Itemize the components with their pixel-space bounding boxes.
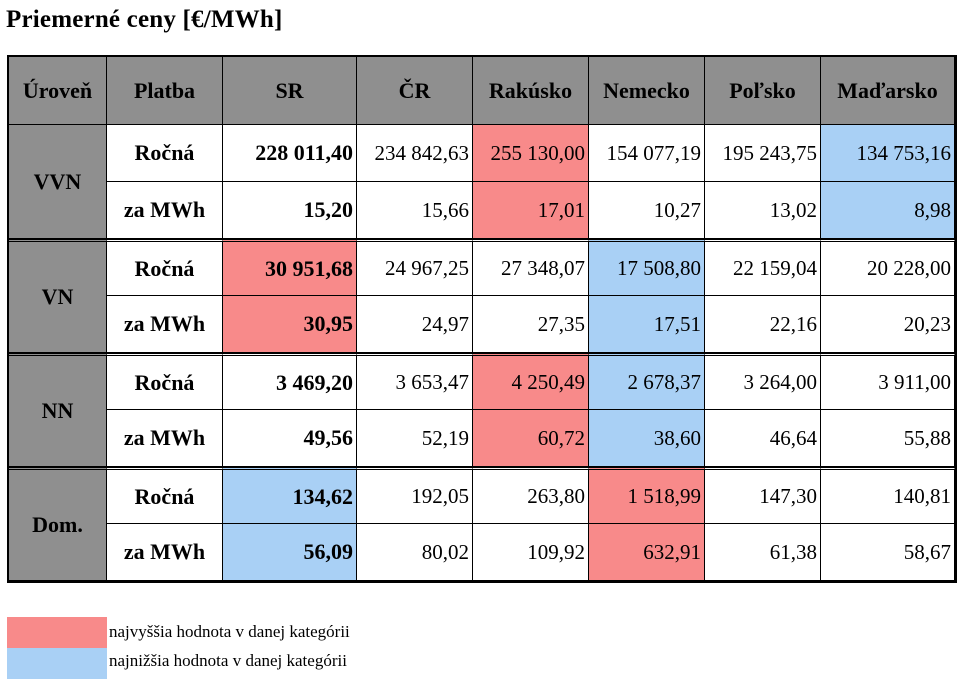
legend-highest-label: najvyššia hodnota v danej kategórii xyxy=(109,622,350,641)
table-row: NN Ročná 3 469,20 3 653,47 4 250,49 2 678,37 3… xyxy=(9,353,955,467)
value-cell: 13,02 xyxy=(705,182,821,239)
value-cell: 2 678,37 xyxy=(589,353,705,410)
value-cell: 3 911,00 xyxy=(821,353,955,410)
platba-cell: za MWh xyxy=(107,410,223,467)
value-cell: 109,92 xyxy=(473,524,589,581)
value-cell: 1 518,99 xyxy=(589,467,705,524)
platba-cell: za MWh xyxy=(107,182,223,239)
value-cell: 56,09 xyxy=(223,524,357,581)
value-cell: 17,51 xyxy=(589,296,705,353)
value-cell: 30 951,68 xyxy=(223,239,357,296)
value-cell: 234 842,63 xyxy=(357,125,473,182)
header-madarsko: Maďarsko xyxy=(821,57,955,125)
value-cell: 27,35 xyxy=(473,296,589,353)
value-cell: 30,95 xyxy=(223,296,357,353)
value-cell: 58,67 xyxy=(821,524,955,581)
value-cell: 49,56 xyxy=(223,410,357,467)
table-row: VN Ročná 30 951,68 24 967,25 27 348,07 17 508… xyxy=(9,239,955,353)
value-cell: 60,72 xyxy=(473,410,589,467)
value-cell: 61,38 xyxy=(705,524,821,581)
header-polsko: Poľsko xyxy=(705,57,821,125)
value-cell: 263,80 xyxy=(473,467,589,524)
table-row: za MWh 49,56 52,19 60,72 38,60 46,64 55,88 xyxy=(9,410,955,467)
header-uroven: Úroveň xyxy=(9,57,107,125)
header-cr: ČR xyxy=(357,57,473,125)
header-row: Úroveň Platba SR ČR Rakúsko Nemecko Poľs… xyxy=(9,57,955,125)
value-cell: 22,16 xyxy=(705,296,821,353)
value-cell: 8,98 xyxy=(821,182,955,239)
level-cell: VVN xyxy=(9,125,107,239)
value-cell: 80,02 xyxy=(357,524,473,581)
value-cell: 15,20 xyxy=(223,182,357,239)
value-cell: 3 653,47 xyxy=(357,353,473,410)
level-cell: NN xyxy=(9,353,107,467)
header-nemecko: Nemecko xyxy=(589,57,705,125)
header-sr: SR xyxy=(223,57,357,125)
value-cell: 140,81 xyxy=(821,467,955,524)
value-cell: 17,01 xyxy=(473,182,589,239)
value-cell: 24 967,25 xyxy=(357,239,473,296)
table-row: VVN Ročná 228 011,40 234 842,63 255 130,00 15… xyxy=(9,125,955,239)
level-cell: Dom. xyxy=(9,467,107,581)
platba-cell: Ročná xyxy=(107,467,223,524)
table-row: za MWh 56,09 80,02 109,92 632,91 61,38 58,67 xyxy=(9,524,955,581)
value-cell: 4 250,49 xyxy=(473,353,589,410)
table-row: za MWh 30,95 24,97 27,35 17,51 22,16 20,23 xyxy=(9,296,955,353)
platba-cell: Ročná xyxy=(107,353,223,410)
value-cell: 632,91 xyxy=(589,524,705,581)
value-cell: 55,88 xyxy=(821,410,955,467)
page-title: Priemerné ceny [€/MWh] xyxy=(6,6,283,33)
value-cell: 3 264,00 xyxy=(705,353,821,410)
value-cell: 15,66 xyxy=(357,182,473,239)
platba-cell: Ročná xyxy=(107,239,223,296)
value-cell: 3 469,20 xyxy=(223,353,357,410)
value-cell: 134 753,16 xyxy=(821,125,955,182)
value-cell: 24,97 xyxy=(357,296,473,353)
header-platba: Platba xyxy=(107,57,223,125)
value-cell: 20 228,00 xyxy=(821,239,955,296)
value-cell: 10,27 xyxy=(589,182,705,239)
value-cell: 46,64 xyxy=(705,410,821,467)
value-cell: 27 348,07 xyxy=(473,239,589,296)
value-cell: 228 011,40 xyxy=(223,125,357,182)
price-table: Úroveň Platba SR ČR Rakúsko Nemecko Poľs… xyxy=(7,55,957,583)
table-row: Dom. Ročná 134,62 192,05 263,80 1 518,99 147,3… xyxy=(9,467,955,581)
value-cell: 154 077,19 xyxy=(589,125,705,182)
value-cell: 22 159,04 xyxy=(705,239,821,296)
platba-cell: za MWh xyxy=(107,296,223,353)
value-cell: 20,23 xyxy=(821,296,955,353)
table-row: za MWh 15,20 15,66 17,01 10,27 13,02 8,98 xyxy=(9,182,955,239)
platba-cell: za MWh xyxy=(107,524,223,581)
legend-lowest-label: najnižšia hodnota v danej kategórii xyxy=(109,651,347,670)
value-cell: 38,60 xyxy=(589,410,705,467)
value-cell: 195 243,75 xyxy=(705,125,821,182)
legend-highest-swatch xyxy=(7,617,107,648)
level-cell: VN xyxy=(9,239,107,353)
value-cell: 134,62 xyxy=(223,467,357,524)
legend-lowest-swatch xyxy=(7,648,107,679)
value-cell: 17 508,80 xyxy=(589,239,705,296)
value-cell: 52,19 xyxy=(357,410,473,467)
value-cell: 192,05 xyxy=(357,467,473,524)
value-cell: 255 130,00 xyxy=(473,125,589,182)
platba-cell: Ročná xyxy=(107,125,223,182)
header-rakusko: Rakúsko xyxy=(473,57,589,125)
value-cell: 147,30 xyxy=(705,467,821,524)
